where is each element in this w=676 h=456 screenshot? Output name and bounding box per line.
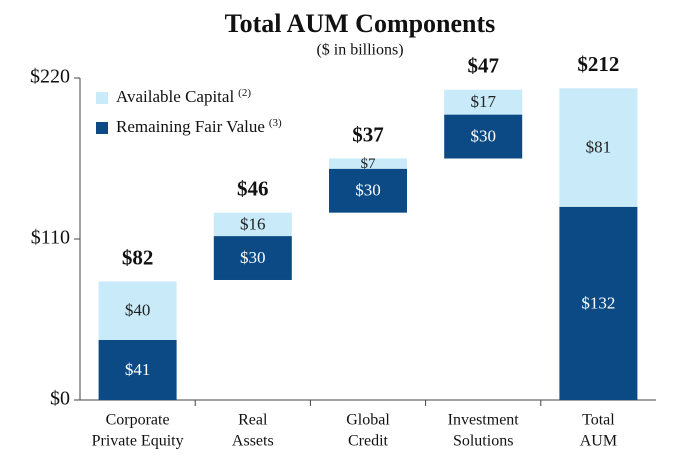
value-label: $7 xyxy=(361,156,377,172)
total-label: $37 xyxy=(352,122,384,146)
value-label: $16 xyxy=(240,214,266,233)
total-label: $47 xyxy=(467,54,499,78)
x-tick-label: Private Equity xyxy=(92,433,184,450)
bar-segment xyxy=(329,158,407,169)
x-tick-label: Solutions xyxy=(453,433,513,450)
value-label: $17 xyxy=(470,92,496,111)
bar-segment xyxy=(444,114,523,159)
y-tick-label: $220 xyxy=(30,66,70,88)
legend-swatch xyxy=(96,122,108,134)
bar-segment xyxy=(98,339,177,400)
value-label: $40 xyxy=(125,301,151,320)
legend-note: (3) xyxy=(269,117,282,129)
x-tick-label: Corporate xyxy=(106,412,170,429)
value-label: $30 xyxy=(470,126,496,145)
value-label: $41 xyxy=(125,360,151,379)
x-tick-label: Total xyxy=(582,412,615,429)
value-label: $132 xyxy=(581,293,615,312)
x-tick-label: Real xyxy=(238,412,268,429)
legend-name: Remaining Fair Value xyxy=(116,117,265,136)
value-label: $30 xyxy=(355,181,381,200)
legend-note: (2) xyxy=(238,87,251,99)
legend-label: Available Capital (2) xyxy=(116,87,251,106)
y-tick-label: $110 xyxy=(31,227,70,249)
legend-label: Remaining Fair Value (3) xyxy=(116,117,282,136)
x-tick-label: Global xyxy=(346,412,390,429)
bar-segment xyxy=(213,212,292,237)
value-label: $81 xyxy=(586,137,612,156)
legend-name: Available Capital xyxy=(116,87,234,106)
total-label: $46 xyxy=(237,176,269,200)
bar-segment xyxy=(329,168,407,213)
y-tick-label: $0 xyxy=(50,388,70,410)
bar-segment xyxy=(98,281,177,340)
bar-segment xyxy=(444,89,523,115)
chart-subtitle: ($ in billions) xyxy=(316,42,403,59)
x-tick-label: Credit xyxy=(348,433,389,450)
value-label: $30 xyxy=(240,248,266,267)
chart-title: Total AUM Components xyxy=(225,9,496,38)
x-tick-label: Investment xyxy=(448,412,520,429)
x-tick-label: Assets xyxy=(232,433,274,450)
bar-segment xyxy=(559,206,638,400)
x-tick-label: AUM xyxy=(580,433,617,450)
total-label: $212 xyxy=(577,52,619,76)
total-label: $82 xyxy=(122,245,154,269)
bar-segment xyxy=(213,236,292,280)
legend-swatch xyxy=(96,92,108,104)
bar-segment xyxy=(559,88,638,207)
